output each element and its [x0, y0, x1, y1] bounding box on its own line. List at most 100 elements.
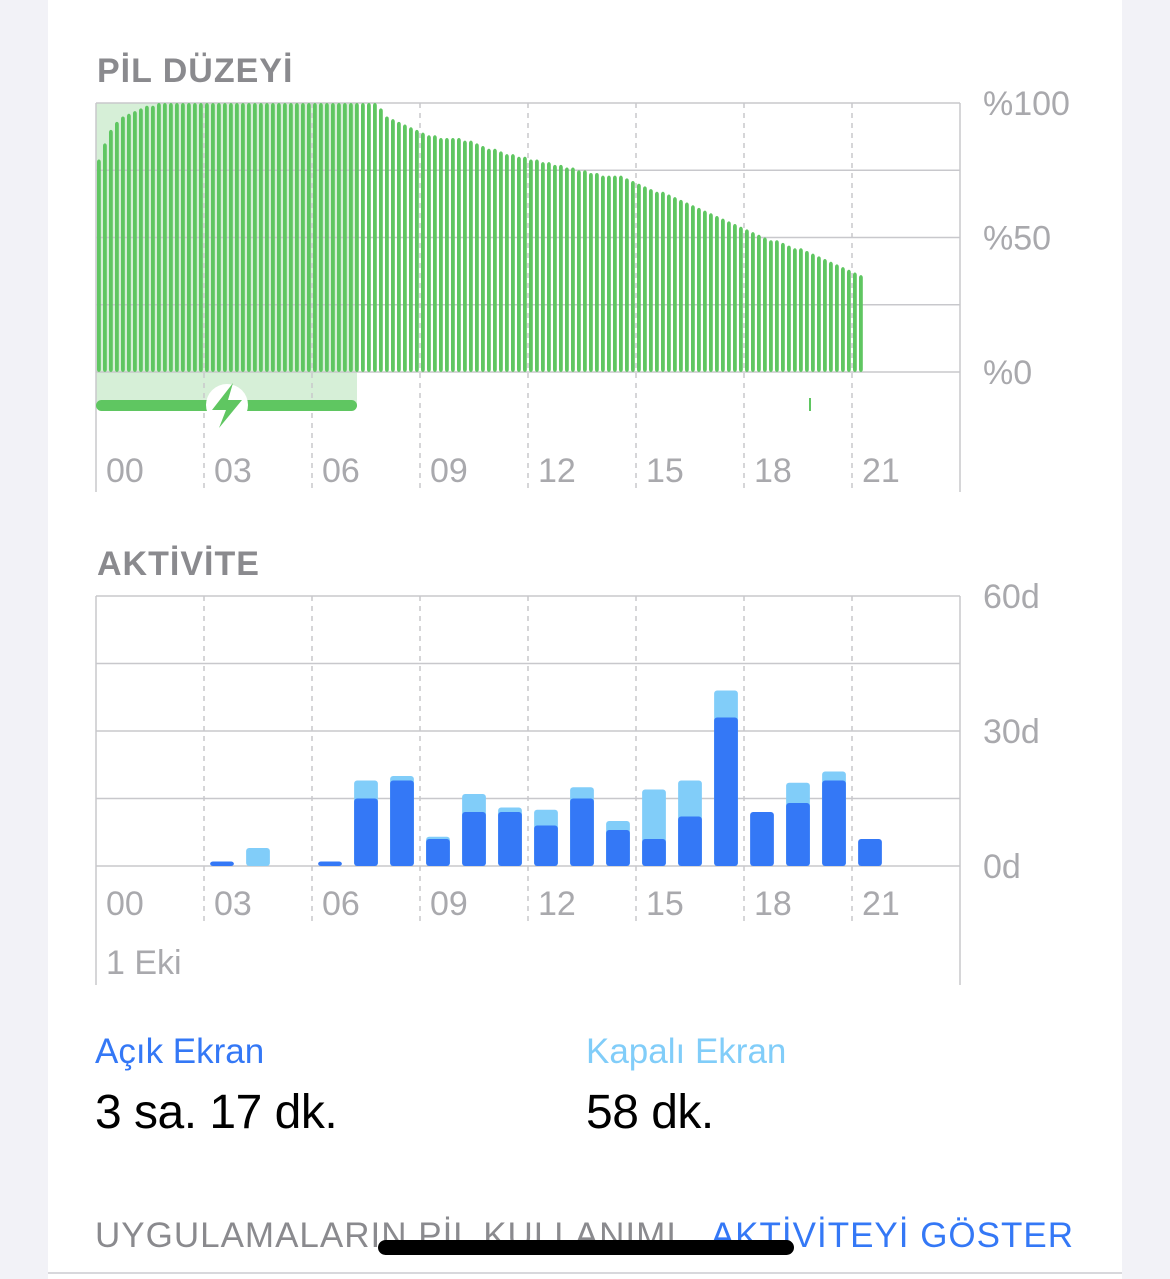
battery-bar [126, 113, 131, 372]
home-indicator[interactable] [378, 1240, 794, 1255]
battery-bar [540, 162, 545, 372]
battery-bar [432, 135, 437, 372]
battery-bar [121, 116, 125, 372]
battery-bar [337, 103, 341, 372]
battery-bar [547, 162, 551, 372]
battery-bar [270, 103, 275, 372]
activity-x-label: 06 [322, 885, 360, 923]
battery-bar [162, 103, 167, 372]
battery-bar [619, 175, 623, 372]
screen-off-bar [246, 848, 270, 866]
screen-on-bar [354, 798, 378, 866]
battery-y-label: %100 [983, 85, 1070, 123]
activity-x-label: 21 [862, 885, 900, 923]
battery-bar [385, 116, 389, 372]
battery-bar [241, 103, 245, 372]
battery-x-label: 09 [430, 452, 468, 490]
battery-bar [373, 103, 377, 372]
battery-bar [733, 224, 737, 372]
battery-bar [229, 103, 233, 372]
battery-bar [403, 124, 407, 373]
battery-bar [709, 213, 713, 372]
battery-bar [349, 103, 353, 372]
battery-bar [445, 137, 449, 372]
battery-bar [205, 103, 209, 372]
battery-bar [720, 218, 725, 372]
battery-bar [817, 256, 821, 372]
battery-bar [589, 172, 593, 372]
battery-bar [223, 103, 227, 372]
battery-bar [846, 269, 851, 372]
battery-bar [133, 111, 137, 372]
screen-on-bar [606, 830, 630, 866]
battery-bar [259, 103, 263, 372]
battery-bar [841, 267, 845, 372]
battery-bar [745, 229, 749, 372]
battery-x-label: 21 [862, 452, 900, 490]
screen-on-bar [570, 798, 594, 866]
battery-bar [565, 167, 569, 372]
screen-on-bar [822, 780, 846, 866]
battery-bar [360, 103, 365, 372]
activity-x-label: 09 [430, 885, 468, 923]
screen-off-value: 58 dk. [586, 1086, 714, 1139]
battery-bar [637, 183, 641, 372]
battery-bar [288, 103, 293, 372]
battery-bar [612, 175, 617, 372]
battery-bar [475, 143, 479, 372]
battery-bar [283, 103, 287, 372]
battery-bar [115, 121, 119, 372]
battery-bar [180, 103, 185, 372]
battery-x-label: 03 [214, 452, 252, 490]
battery-bar [396, 121, 401, 372]
battery-bar [157, 103, 161, 372]
battery-bar [805, 250, 809, 372]
screen-on-bar [426, 839, 450, 866]
battery-bar [727, 221, 731, 372]
battery-bar [139, 108, 143, 372]
battery-bar [702, 210, 707, 372]
battery-bar [319, 103, 323, 372]
screen-on-bar [714, 717, 738, 866]
battery-y-label: %50 [983, 220, 1051, 258]
battery-bar [468, 140, 473, 372]
battery-bar [324, 103, 329, 372]
activity-y-label: 30d [983, 713, 1040, 751]
battery-x-label: 12 [538, 452, 576, 490]
battery-bar [378, 108, 383, 372]
battery-bar [391, 119, 395, 372]
battery-bar [630, 181, 635, 372]
activity-x-label: 00 [106, 885, 144, 923]
battery-bar [558, 164, 563, 372]
battery-bar [769, 240, 773, 372]
battery-bar [409, 127, 413, 373]
battery-bar [481, 146, 485, 372]
battery-bar [457, 137, 461, 372]
battery-bar [144, 105, 149, 372]
activity-y-label: 0d [983, 848, 1021, 886]
battery-bar [439, 137, 443, 372]
battery-bar [763, 237, 767, 372]
battery-bar [661, 191, 665, 372]
battery-bar [673, 197, 677, 372]
battery-bar [535, 159, 539, 372]
screen-on-value: 3 sa. 17 dk. [95, 1086, 338, 1139]
battery-bar [169, 103, 173, 372]
battery-bar [414, 129, 419, 372]
battery-bar [331, 103, 335, 372]
battery-bar [853, 272, 857, 372]
screen-on-bar [858, 839, 882, 866]
battery-bar [583, 170, 587, 372]
battery-x-label: 18 [754, 452, 792, 490]
battery-bar [103, 143, 107, 372]
activity-x-label: 18 [754, 885, 792, 923]
battery-bar [427, 135, 431, 372]
screen-on-bar [534, 825, 558, 866]
battery-bar [684, 202, 689, 372]
battery-bar [625, 178, 629, 372]
battery-bar [216, 103, 221, 372]
screen-on-bar [318, 861, 342, 866]
battery-bar [306, 103, 311, 372]
